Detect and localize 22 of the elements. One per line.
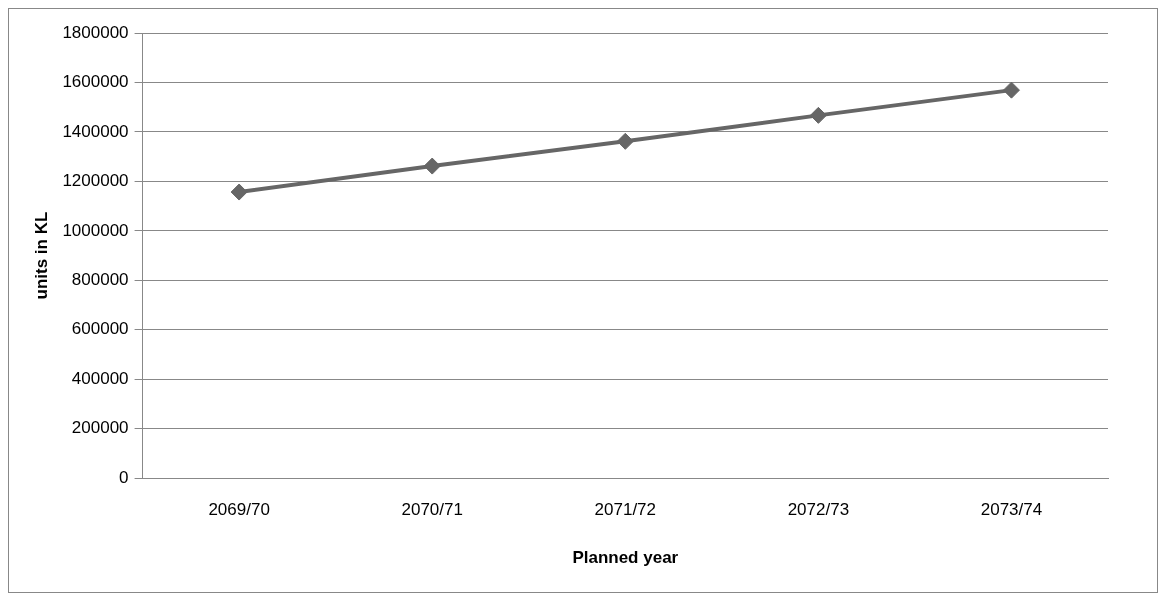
- y-tick-label: 0: [119, 467, 129, 487]
- y-tick-label: 1800000: [62, 22, 129, 42]
- x-tick-label: 2069/70: [208, 500, 270, 520]
- x-tick-label: 2071/72: [594, 500, 657, 520]
- y-tick-label: 400000: [71, 368, 129, 388]
- y-tick-label: 1600000: [62, 72, 129, 92]
- x-tick-label: 2073/74: [980, 500, 1043, 520]
- y-tick-label: 1200000: [62, 171, 129, 191]
- y-tick-label: 800000: [71, 270, 129, 290]
- y-tick-label: 1000000: [62, 220, 129, 240]
- point: [616, 132, 634, 150]
- y-tick-label: 600000: [71, 319, 129, 339]
- x-tick-label: 2072/73: [787, 500, 850, 520]
- x-tick-label: 2070/71: [401, 500, 463, 520]
- point: [1002, 81, 1020, 99]
- point: [809, 106, 827, 124]
- point: [230, 183, 248, 201]
- x-axis-title: Planned year: [572, 548, 679, 568]
- point: [423, 157, 441, 175]
- y-tick-label: 200000: [71, 418, 129, 438]
- y-axis-title: units in KL: [31, 211, 51, 300]
- y-tick-label: 1400000: [62, 121, 129, 141]
